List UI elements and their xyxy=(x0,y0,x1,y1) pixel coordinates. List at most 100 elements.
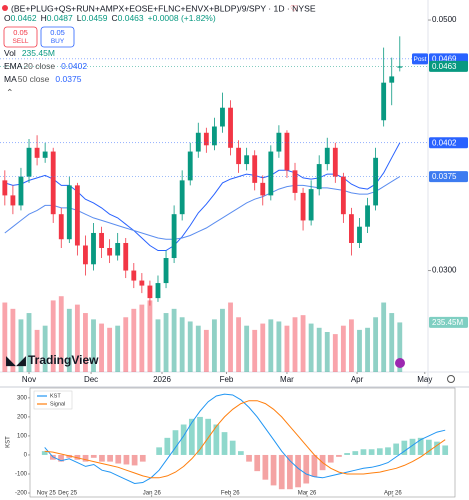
volume-bar xyxy=(10,308,16,372)
candle-body xyxy=(332,147,338,177)
ohlc-change: +0.0008 (+1.82%) xyxy=(148,13,216,23)
candle-body xyxy=(99,232,104,248)
histogram-bar xyxy=(156,447,162,455)
volume-bar xyxy=(236,317,242,372)
collapse-legend[interactable]: ⌃ xyxy=(6,87,14,97)
candle-body xyxy=(171,214,177,259)
volume-bar xyxy=(300,315,306,372)
x-tick-label: Dec 25 xyxy=(58,491,78,497)
indicator-name: Vol xyxy=(4,48,16,58)
volume-bar xyxy=(284,325,290,372)
events-icon[interactable] xyxy=(395,358,405,368)
indicator-value: 0.0402 xyxy=(61,61,87,71)
candle-body xyxy=(195,132,201,152)
ohlc-value: 0.0487 xyxy=(47,13,73,23)
indicator-params: 20 close xyxy=(23,61,55,71)
legend-label: KST xyxy=(50,393,61,399)
price-badge-label: 0.0463 xyxy=(432,62,457,71)
brand-name: TradingView xyxy=(28,353,99,367)
histogram-bar xyxy=(246,454,252,462)
volume-bar xyxy=(139,304,145,372)
kst-pane: KST -200 -100 0 100 200 300 Nov 25 Dec 25 Jan 26 F… xyxy=(6,387,456,498)
volume-bar xyxy=(2,302,8,372)
histogram-bar xyxy=(434,441,440,455)
candle-body xyxy=(2,180,8,196)
sell-button[interactable] xyxy=(3,26,38,48)
volume-bar xyxy=(83,313,88,372)
volume-bar xyxy=(18,319,24,372)
ohlc-label: L xyxy=(77,13,82,23)
histogram-bar xyxy=(123,454,130,465)
price-badge-label: 0.0375 xyxy=(432,172,457,181)
candle-body xyxy=(139,280,145,286)
indicator-name: EMA xyxy=(4,61,23,71)
sell-label: SELL xyxy=(13,38,29,45)
volume-bar xyxy=(66,308,72,372)
volume-bar xyxy=(373,317,379,372)
histogram-bar xyxy=(221,432,228,455)
header: (BE+PLUG+QS+RUN+AMPX+EOSE+FLNC+ENVX+BLDP… xyxy=(2,3,316,97)
histogram-bar xyxy=(425,439,432,455)
settings-icon[interactable] xyxy=(447,375,455,383)
volume-bar xyxy=(155,319,161,372)
histogram-bar xyxy=(376,448,383,455)
histogram-bar xyxy=(270,454,277,486)
volume-bar xyxy=(292,317,298,372)
volume-bar xyxy=(397,322,403,372)
x-tick-label: Nov xyxy=(22,375,36,384)
indicator-legend: Vol 235.45M xyxy=(4,48,55,58)
volume-bar xyxy=(244,325,250,372)
volume-bar xyxy=(268,319,274,372)
volume-bar xyxy=(203,329,209,372)
candle-body xyxy=(300,192,306,221)
ohlc-line: O0.0462 H0.0487 L0.0459 C0.0463 +0.0008 (+1.… xyxy=(4,13,216,23)
candle-body xyxy=(187,151,193,181)
volume-bar xyxy=(34,329,40,372)
volume-bar xyxy=(195,325,201,372)
x-tick-label: Apr 26 xyxy=(384,491,402,497)
candle-body xyxy=(58,214,64,240)
histogram-bar xyxy=(385,447,391,455)
candle-body xyxy=(228,107,233,148)
candle-body xyxy=(203,132,209,146)
histogram-bar xyxy=(360,449,367,455)
y-tick-label: 200 xyxy=(17,414,28,420)
histogram-bar xyxy=(82,454,89,462)
candle-body xyxy=(131,270,137,281)
histogram-bar xyxy=(352,451,359,455)
histogram-bar xyxy=(278,454,285,490)
volume-bar xyxy=(357,329,362,372)
histogram-bar xyxy=(180,424,187,455)
alert-icon[interactable]: ♡ xyxy=(290,3,298,13)
volume-bar xyxy=(163,313,169,372)
volume-bar xyxy=(123,317,129,372)
candle-body xyxy=(365,205,370,227)
volume-bar xyxy=(260,323,266,372)
histogram-bar xyxy=(188,418,195,455)
volume-bar xyxy=(220,308,225,372)
candle-body xyxy=(252,155,258,183)
candle-body xyxy=(83,245,88,265)
volume-bar xyxy=(340,325,346,372)
volume-bar xyxy=(179,317,185,372)
y-tick-label: -200 xyxy=(15,491,28,497)
buy-button[interactable] xyxy=(40,26,75,48)
candle-body xyxy=(42,151,48,158)
histogram-bar xyxy=(295,454,301,488)
histogram-bar xyxy=(139,454,146,462)
candle-body xyxy=(155,283,161,299)
histogram-bar xyxy=(254,454,261,472)
x-tick-label: Mar xyxy=(280,375,294,384)
volume-bar xyxy=(187,321,193,372)
indicator-name: MA xyxy=(4,74,17,84)
histogram-bar xyxy=(197,416,203,455)
histogram-bar xyxy=(344,453,350,455)
price-badge xyxy=(429,137,468,149)
price-badge xyxy=(429,60,468,72)
candle-body xyxy=(107,248,113,256)
candle-body xyxy=(260,182,266,196)
y-axis-label: KST xyxy=(6,436,12,448)
histogram-bar xyxy=(336,454,342,457)
volume-bar xyxy=(42,325,48,372)
